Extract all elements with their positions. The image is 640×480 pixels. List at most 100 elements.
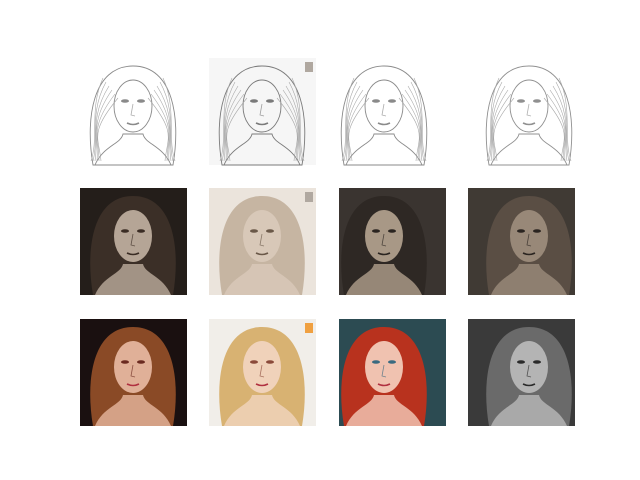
face [509, 79, 549, 133]
shoulders [490, 133, 568, 166]
sketch-stroke [221, 81, 236, 162]
sketch-stroke [92, 81, 107, 162]
corner-icon [305, 323, 313, 333]
eye [250, 360, 258, 364]
sketch-stroke [282, 89, 299, 162]
sketch-stroke [226, 97, 248, 162]
nose [259, 233, 265, 247]
mouth [255, 122, 269, 126]
shoulders [94, 133, 172, 166]
eye [266, 360, 274, 364]
eye [266, 229, 274, 233]
mouth [126, 383, 140, 387]
portrait [339, 188, 446, 295]
sketch-stroke [401, 93, 421, 162]
portrait-background [468, 58, 575, 165]
sketch-stroke [90, 77, 104, 162]
shoulders [346, 395, 422, 426]
corner-icon [305, 62, 313, 72]
nose [381, 103, 387, 117]
sketch-stroke [410, 81, 425, 162]
shoulders [224, 264, 300, 295]
eye [388, 360, 396, 364]
sketch-stroke [488, 81, 503, 162]
sketch-stroke [159, 81, 174, 162]
sketch-stroke [493, 97, 515, 162]
sketch-stroke [341, 77, 355, 162]
mouth [377, 252, 391, 256]
portrait [80, 188, 187, 295]
sketch-stroke [288, 81, 303, 162]
sketch-stroke [225, 93, 245, 162]
sketch-stroke [407, 85, 423, 162]
eye [121, 229, 129, 233]
sketch-stroke [492, 89, 509, 162]
sketch-stroke [558, 77, 572, 162]
hair [485, 65, 573, 166]
sketch-stroke [404, 89, 421, 162]
portrait [468, 188, 575, 295]
mouth [255, 252, 269, 256]
sketch-stroke [543, 97, 565, 162]
sketch-stroke [490, 85, 506, 162]
nose [526, 233, 532, 247]
mouth [126, 122, 140, 126]
eye [388, 99, 396, 103]
eye [517, 99, 525, 103]
hair [218, 65, 306, 166]
eye [533, 360, 541, 364]
sketch-stroke [413, 77, 427, 162]
portrait [209, 319, 316, 426]
portrait [339, 319, 446, 426]
nose [526, 364, 532, 378]
sketch-stroke [96, 89, 113, 162]
mouth [377, 383, 391, 387]
sketch-stroke [343, 81, 358, 162]
shoulders [95, 395, 171, 426]
sketch-stroke [347, 89, 364, 162]
eye [250, 229, 258, 233]
mouth [522, 383, 536, 387]
sketch-stroke [276, 97, 298, 162]
face [242, 79, 282, 133]
sketch-stroke [279, 93, 299, 162]
eye [121, 360, 129, 364]
mouth [522, 122, 536, 126]
nose [381, 364, 387, 378]
sketch-stroke [162, 77, 176, 162]
shoulders [491, 264, 567, 295]
eye [517, 360, 525, 364]
nose [130, 233, 136, 247]
sketch-stroke [285, 85, 301, 162]
shoulders [224, 395, 300, 426]
portrait [468, 319, 575, 426]
portrait [339, 58, 446, 166]
sketch-stroke [345, 85, 361, 162]
eye [533, 229, 541, 233]
mouth [126, 252, 140, 256]
eye [388, 229, 396, 233]
hair [89, 65, 177, 166]
eye [250, 99, 258, 103]
portrait [80, 58, 187, 166]
sketch-stroke [225, 89, 242, 162]
nose [381, 233, 387, 247]
portrait-background [339, 58, 446, 165]
shoulders [223, 133, 301, 166]
eye [137, 99, 145, 103]
shoulders [345, 133, 423, 166]
nose [526, 103, 532, 117]
shoulders [95, 264, 171, 295]
nose [130, 103, 136, 117]
sketch-stroke [94, 85, 110, 162]
mouth [255, 383, 269, 387]
sketch-stroke [398, 97, 420, 162]
sketch-stroke [150, 93, 170, 162]
mouth [377, 122, 391, 126]
nose [130, 364, 136, 378]
eye [372, 360, 380, 364]
sketch-stroke [97, 97, 119, 162]
mouth [522, 252, 536, 256]
